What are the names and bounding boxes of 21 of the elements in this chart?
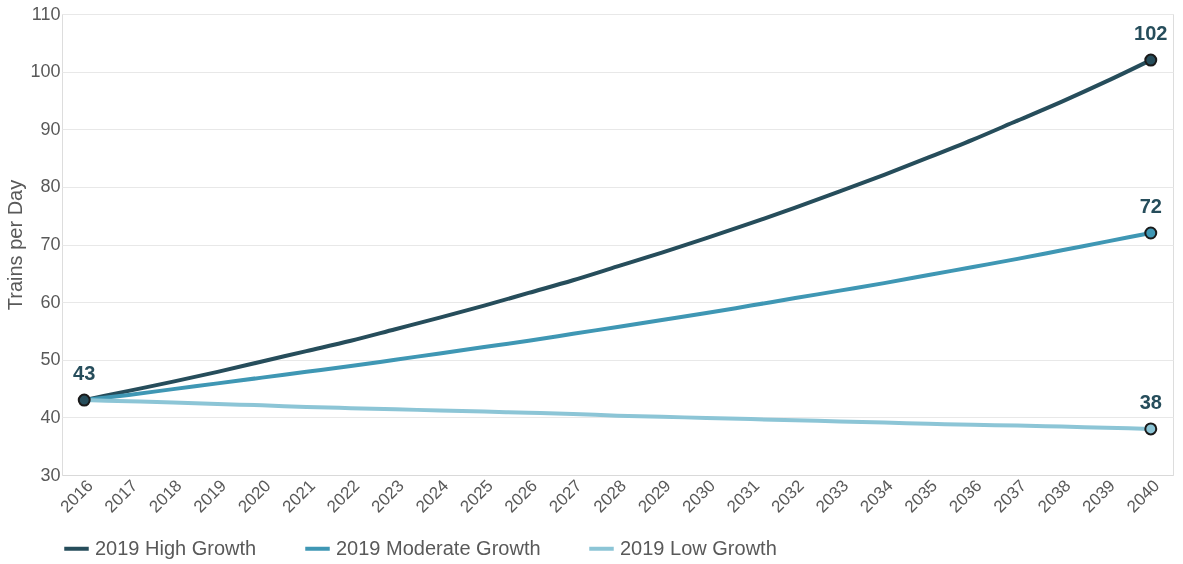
y-tick-label: 60 (40, 291, 61, 312)
legend-label: 2019 High Growth (95, 536, 257, 559)
y-tick-label: 40 (40, 406, 61, 427)
y-tick-label: 80 (40, 176, 61, 197)
point (1144, 422, 1158, 436)
y-tick-label: 30 (40, 464, 61, 485)
legend-label: 2019 Low Growth (620, 536, 777, 559)
data-label: 38 (1139, 390, 1162, 413)
point (1144, 226, 1158, 240)
y-tick-label: 100 (30, 61, 61, 82)
data-label: 43 (73, 362, 96, 385)
y-tick-label: 70 (40, 234, 61, 254)
y-tick-label: 50 (40, 349, 61, 370)
point (1144, 53, 1158, 67)
y-tick-label: 110 (31, 3, 61, 24)
point (77, 393, 91, 407)
y-tick-label: 90 (40, 118, 61, 139)
data-label: 102 (1134, 22, 1168, 45)
y-axis-title: Trains per Day (4, 179, 27, 311)
data-label: 72 (1139, 194, 1162, 217)
legend-label: 2019 Moderate Growth (336, 536, 541, 559)
